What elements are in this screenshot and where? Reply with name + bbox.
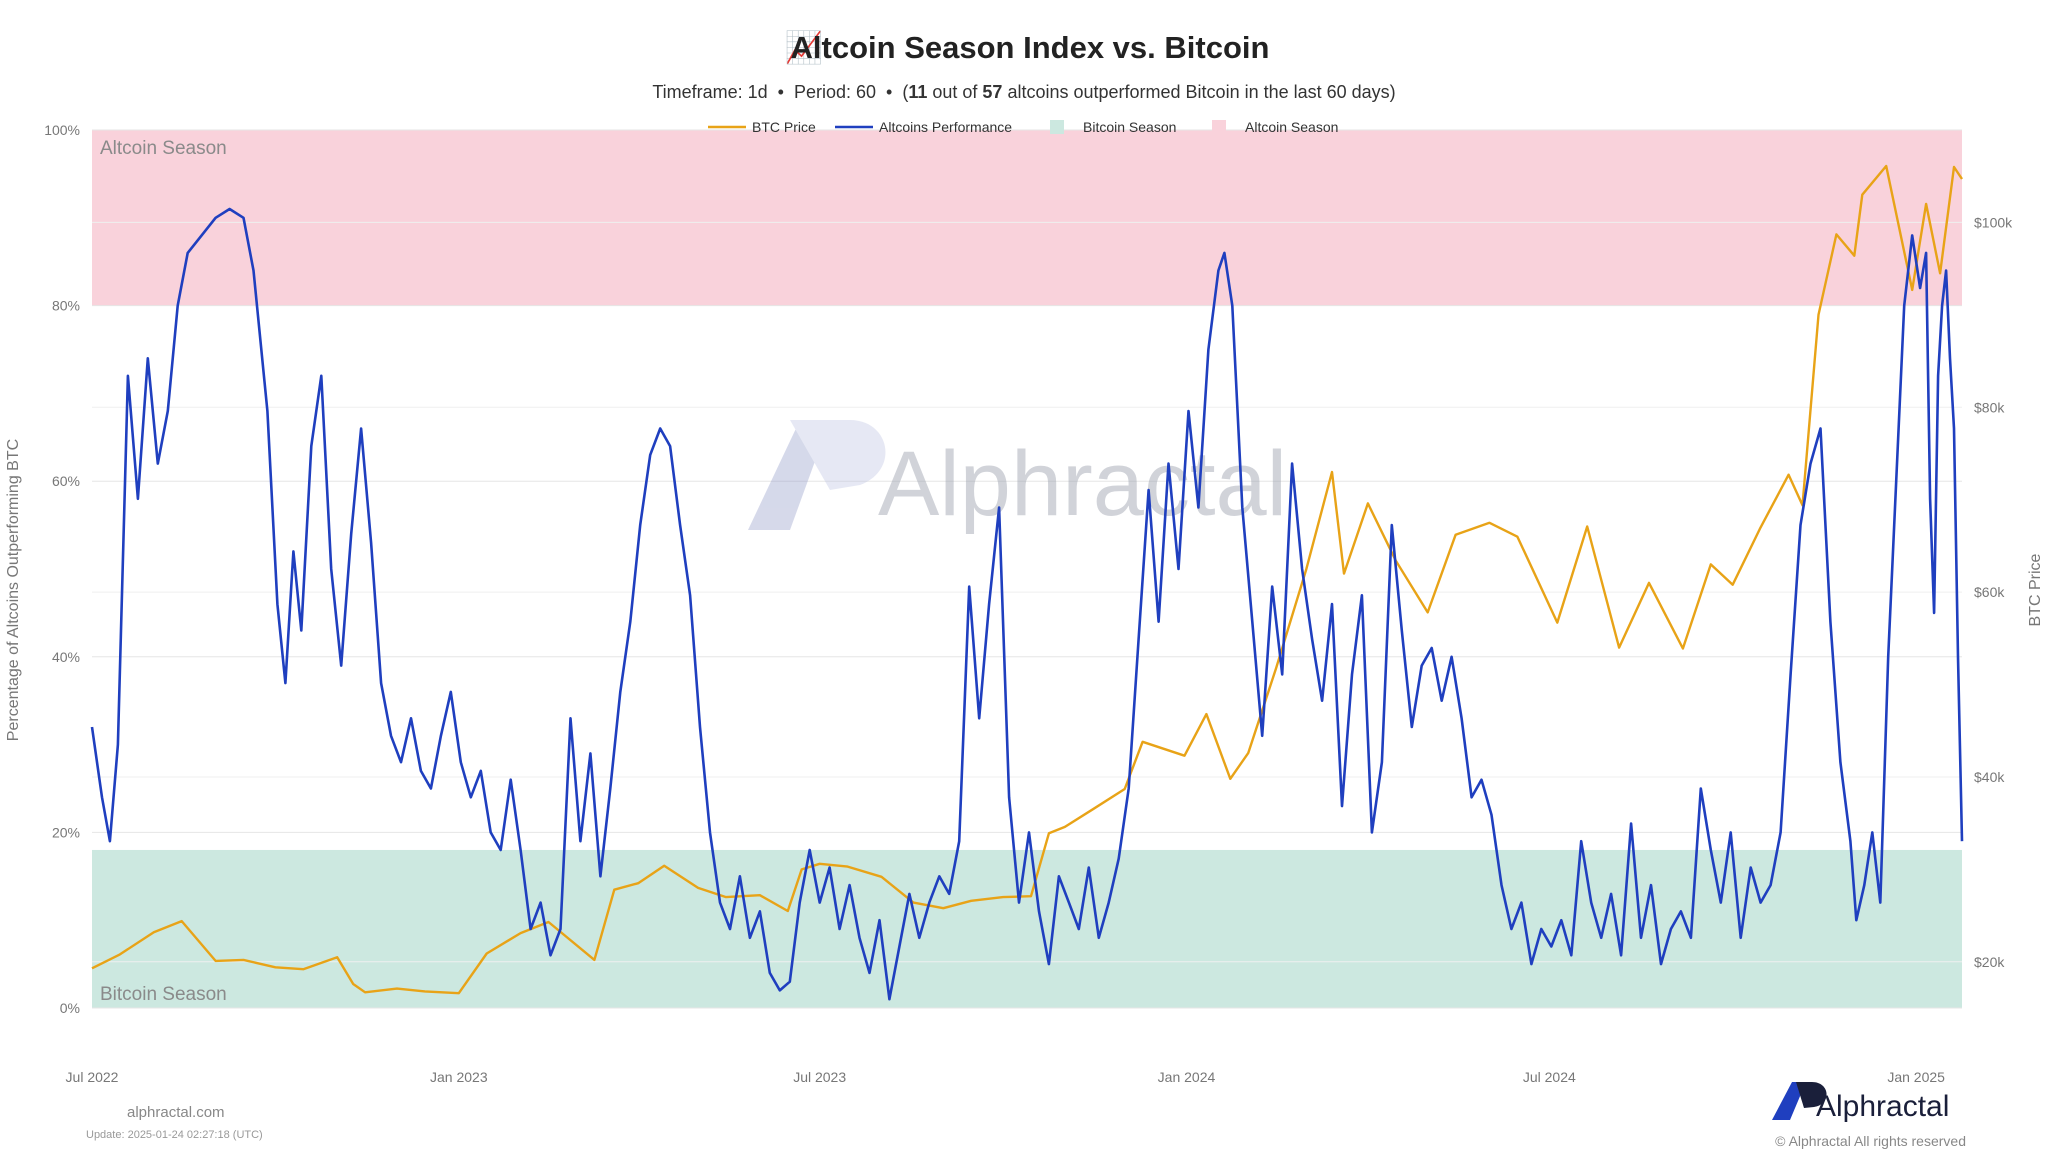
legend-label: BTC Price <box>752 119 816 135</box>
series-line-altcoins-performance <box>90 207 1964 1001</box>
footer-update: Update: 2025-01-24 02:27:18 (UTC) <box>86 1129 263 1141</box>
subtitle-total-count: 57 <box>982 82 1002 102</box>
chart-increasing-icon: 📈 <box>785 29 824 65</box>
right-axis-title: BTC Price <box>2027 553 2044 626</box>
chart-subtitle: Timeframe: 1d • Period: 60 • (11 out of … <box>652 82 1395 102</box>
series-layer <box>90 164 1964 1001</box>
chart-title-group: 📈 Altcoin Season Index vs. Bitcoin <box>785 29 1270 65</box>
x-tick-label: Jan 2024 <box>1158 1069 1216 1085</box>
right-tick-label: $20k <box>1974 954 2005 970</box>
left-axis: 0% 20% 40% 60% 80% 100% <box>44 122 80 1016</box>
copyright: © Alphractal All rights reserved <box>1775 1133 1966 1149</box>
x-tick-label: Jan 2025 <box>1887 1069 1945 1085</box>
brand-logo: Alphractal <box>1772 1082 1949 1123</box>
watermark: Alphractal <box>748 420 1287 535</box>
x-tick-label: Jan 2023 <box>430 1069 488 1085</box>
series-line-btc-price <box>91 164 1963 995</box>
bitcoin-season-label: Bitcoin Season <box>100 984 227 1005</box>
left-tick-label: 0% <box>60 1000 80 1016</box>
right-tick-label: $100k <box>1974 214 2013 230</box>
subtitle-middle: out of <box>927 82 982 102</box>
legend-label: Altcoins Performance <box>879 119 1012 135</box>
left-tick-label: 100% <box>44 122 80 138</box>
watermark-text: Alphractal <box>878 433 1287 535</box>
altcoin-season-label: Altcoin Season <box>100 138 227 159</box>
x-tick-label: Jul 2023 <box>793 1069 846 1085</box>
left-tick-label: 80% <box>52 298 80 314</box>
altcoin-season-band <box>92 130 1962 306</box>
subtitle-outperformed-count: 11 <box>908 82 927 102</box>
subtitle-prefix: Timeframe: 1d • Period: 60 • ( <box>652 82 908 102</box>
left-axis-title: Percentage of Altcoins Outperforming BTC <box>5 439 22 741</box>
legend-label: Bitcoin Season <box>1083 119 1176 135</box>
right-tick-label: $80k <box>1974 399 2005 415</box>
x-tick-label: Jul 2024 <box>1523 1069 1576 1085</box>
footer-site: alphractal.com <box>127 1104 225 1121</box>
subtitle-suffix: altcoins outperformed Bitcoin in the las… <box>1002 82 1395 102</box>
legend-label: Altcoin Season <box>1245 119 1338 135</box>
brand-logo-text: Alphractal <box>1816 1090 1949 1123</box>
brand-logo-icon <box>1772 1082 1827 1120</box>
right-tick-label: $40k <box>1974 769 2005 785</box>
legend: BTC Price Altcoins Performance Bitcoin Sea… <box>708 119 1338 135</box>
bitcoin-season-band <box>92 849 1962 1008</box>
left-tick-label: 20% <box>52 824 80 840</box>
x-tick-label: Jul 2022 <box>66 1069 119 1085</box>
chart-title: Altcoin Season Index vs. Bitcoin <box>791 30 1270 65</box>
grid <box>92 129 1962 1009</box>
left-tick-label: 60% <box>52 473 80 489</box>
legend-swatch <box>1212 120 1226 134</box>
watermark-logo-icon <box>748 420 886 530</box>
legend-swatch <box>1050 120 1064 134</box>
right-axis: $20k $40k $60k $80k $100k <box>1974 214 2013 969</box>
right-tick-label: $60k <box>1974 584 2005 600</box>
x-axis: Jul 2022 Jan 2023 Jul 2023 Jan 2024 Jul 2024… <box>66 1069 1946 1085</box>
left-tick-label: 40% <box>52 649 80 665</box>
